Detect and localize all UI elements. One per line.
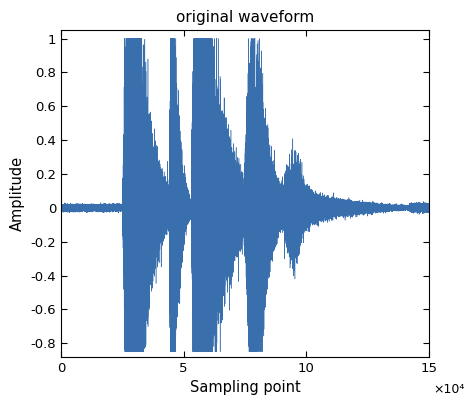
X-axis label: Sampling point: Sampling point [190, 380, 301, 395]
Title: original waveform: original waveform [176, 10, 314, 25]
Y-axis label: Amplitude: Amplitude [10, 156, 25, 231]
Text: ×10⁴: ×10⁴ [433, 383, 465, 396]
